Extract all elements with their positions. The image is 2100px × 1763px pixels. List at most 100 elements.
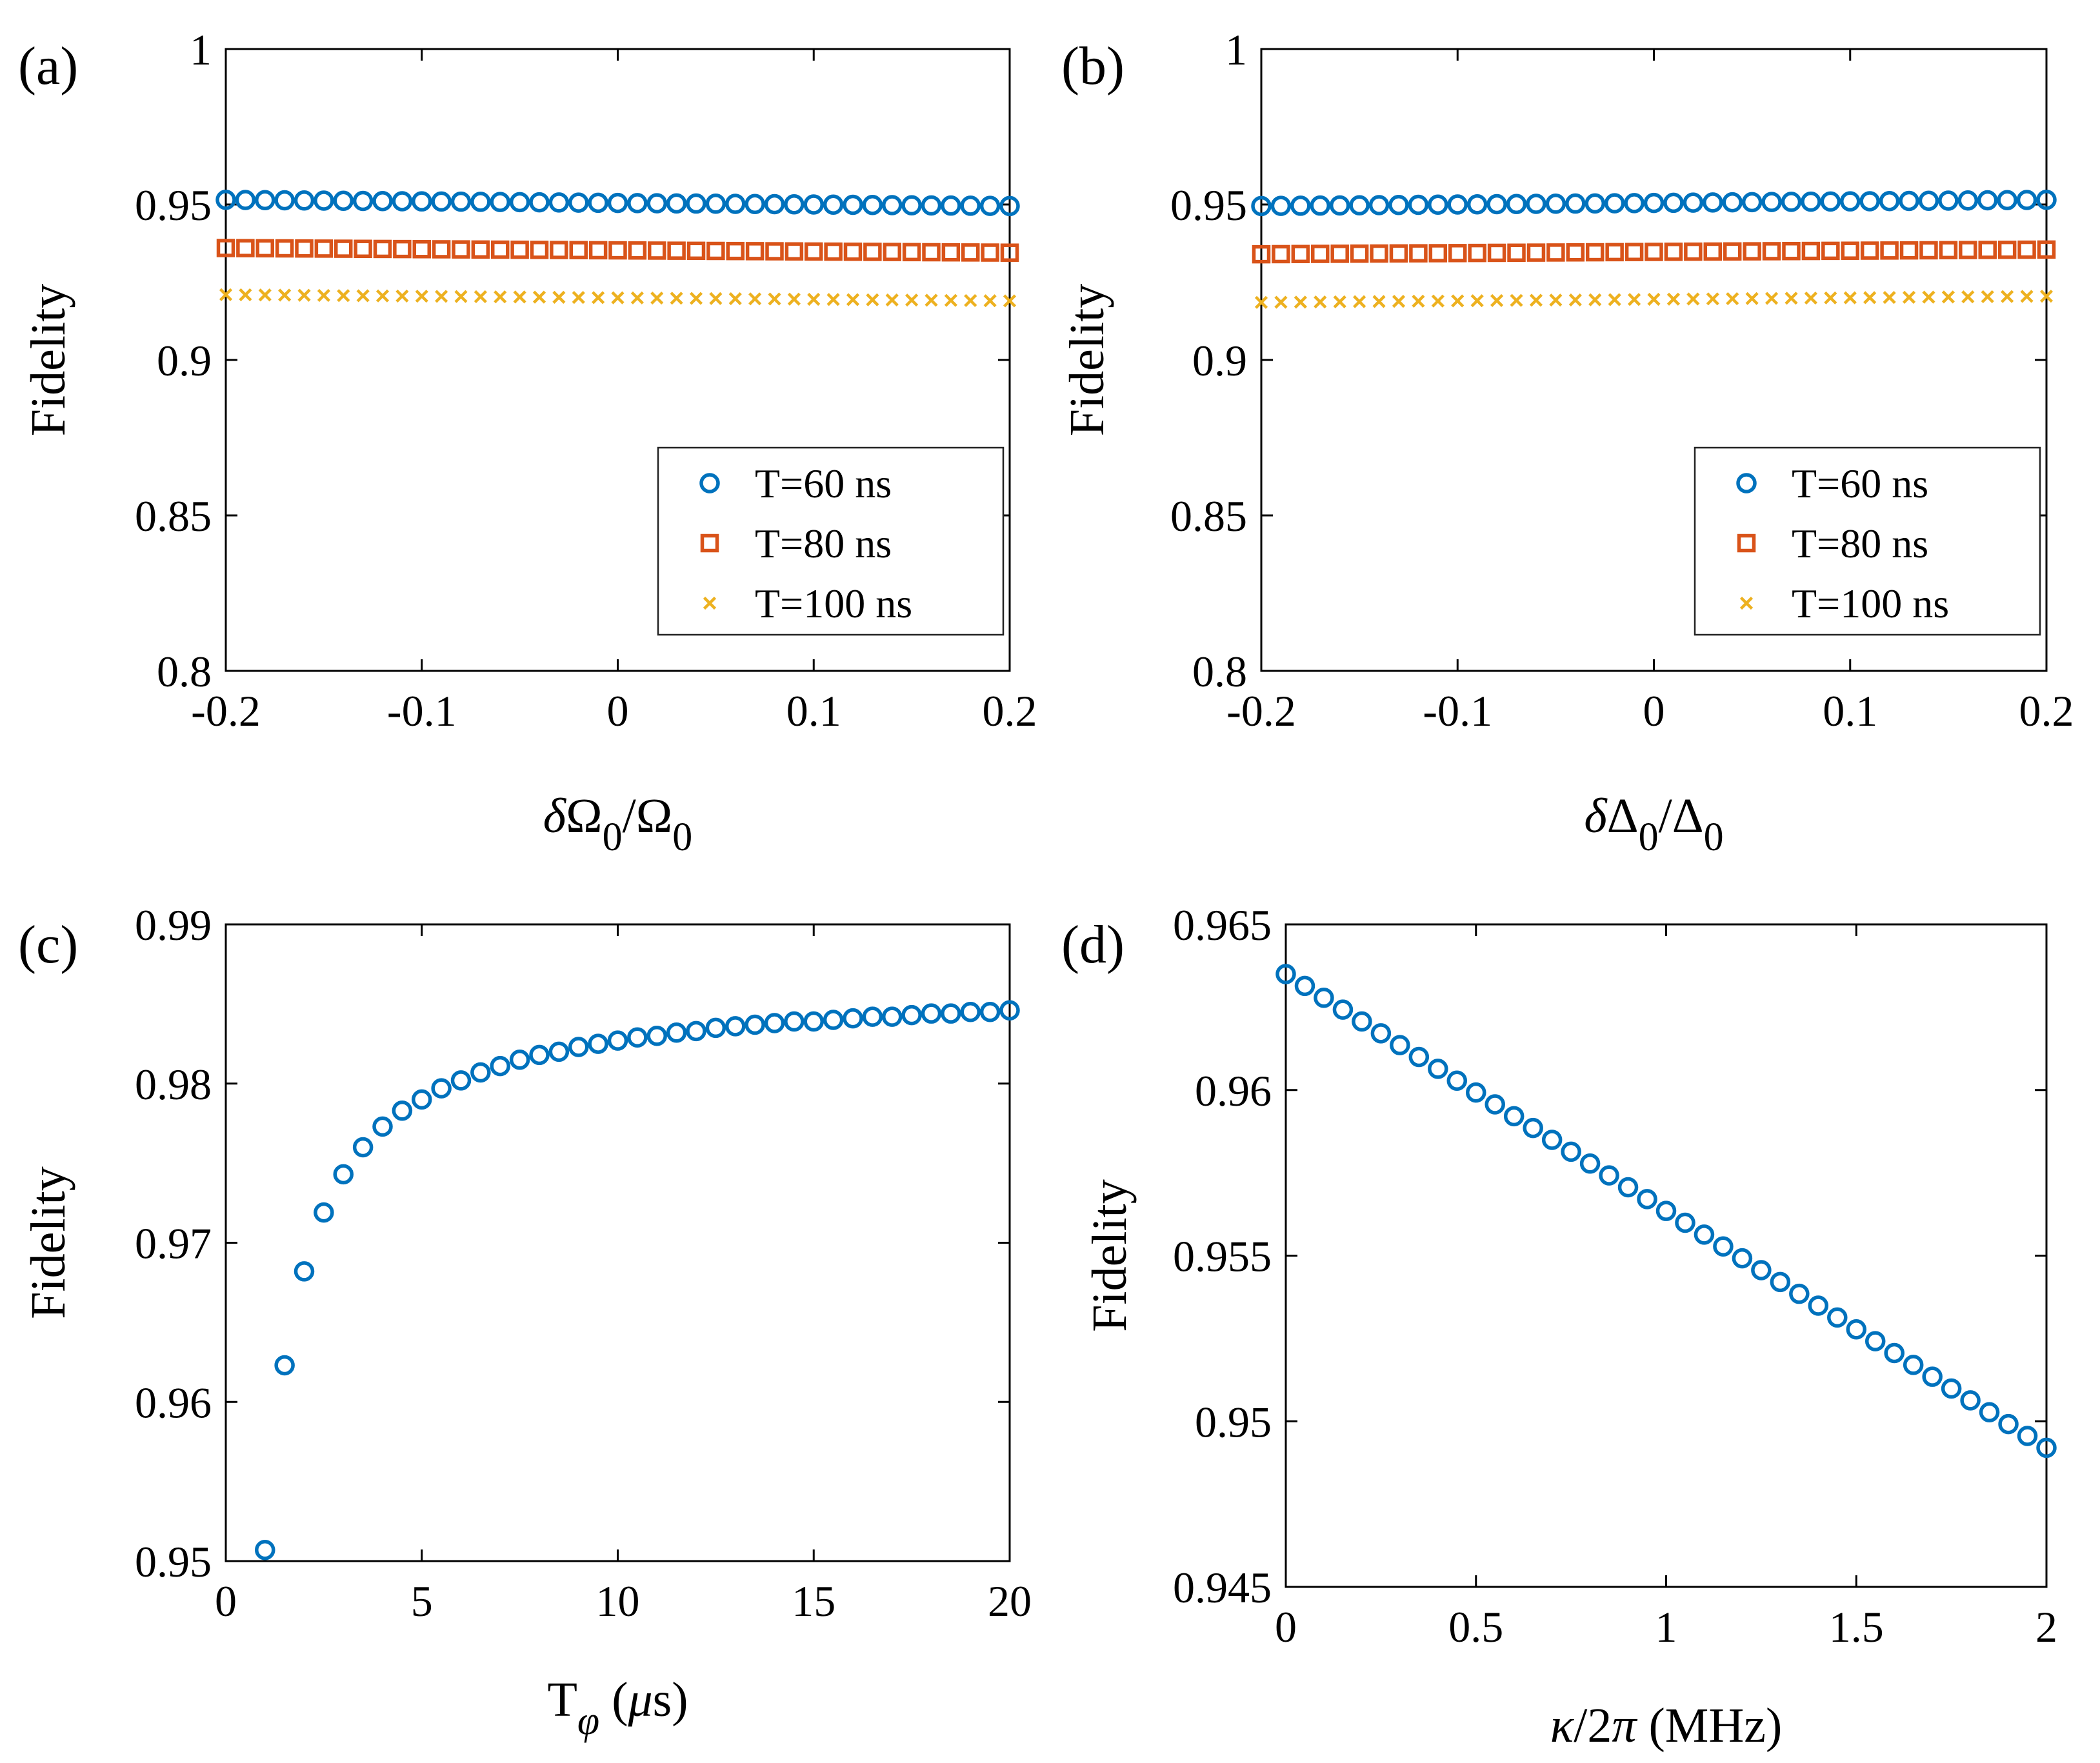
data-point (2017, 1426, 2038, 1446)
data-point (356, 289, 370, 303)
x-tick-label: 2 (2035, 1602, 2057, 1651)
x-tick-label: 0.2 (983, 686, 1037, 735)
data-point (1960, 1390, 1981, 1411)
data-point (999, 1000, 1020, 1021)
data-point (689, 292, 703, 305)
data-point (392, 1100, 413, 1121)
data-point (1821, 241, 1840, 261)
y-tick-label: 0.98 (135, 1060, 212, 1109)
data-point (824, 242, 843, 261)
data-point (1566, 243, 1585, 262)
y-tick-label: 0.96 (1195, 1066, 1272, 1115)
data-point (1549, 294, 1563, 307)
y-axis-label: Fidelity (1060, 284, 1114, 436)
data-point (787, 292, 801, 306)
data-point (650, 291, 664, 305)
data-point (412, 240, 431, 259)
data-point (1762, 242, 1781, 261)
data-point (435, 290, 448, 303)
data-point (1447, 194, 1468, 215)
data-point (1388, 194, 1409, 215)
panel-b: -0.2 -0.1 0 0.1 0.2 0.8 0.85 0.9 0.95 1 (b) Fidelit… (1060, 25, 2074, 859)
data-point (295, 239, 314, 258)
data-point (1604, 193, 1625, 214)
data-point (1939, 241, 1958, 260)
data-point (450, 1070, 472, 1091)
y-tick-label: 0.8 (1192, 647, 1247, 696)
data-point (2039, 290, 2054, 303)
data-point (314, 1202, 334, 1223)
data-point (1490, 294, 1504, 308)
data-point (1723, 242, 1742, 261)
data-point (490, 192, 510, 212)
data-point (725, 194, 746, 214)
data-point (588, 241, 608, 260)
x-tick-label: 10 (596, 1577, 640, 1626)
data-point (1503, 1106, 1525, 1127)
data-point (627, 1027, 648, 1048)
data-point (588, 1033, 608, 1054)
data-point (552, 290, 566, 304)
data-point (219, 288, 233, 301)
data-point (941, 243, 961, 262)
y-tick-label: 0.8 (157, 647, 212, 696)
data-point (509, 1049, 530, 1070)
data-point (1664, 243, 1683, 261)
data-point (866, 293, 879, 306)
data-point (2036, 1437, 2057, 1459)
data-point (784, 1011, 805, 1032)
data-point (470, 192, 491, 212)
data-point (1486, 194, 1507, 215)
data-point (901, 1004, 922, 1026)
data-point (1899, 241, 1919, 260)
data-point (1349, 195, 1370, 215)
data-point (1879, 190, 1900, 212)
data-point (1663, 192, 1684, 214)
data-point (666, 1022, 687, 1043)
data-point (921, 1003, 942, 1024)
legend: T=60 ns T=80 ns T=100 ns (1694, 446, 2041, 636)
data-point (1732, 1248, 1753, 1269)
data-point (1408, 194, 1429, 215)
data-point (1408, 1046, 1430, 1068)
data-point (843, 194, 863, 215)
y-tick-label: 0.955 (1173, 1232, 1272, 1281)
x-tick-label: -0.1 (1423, 686, 1492, 735)
data-point (513, 290, 526, 304)
y-tick-label: 0.95 (1170, 181, 1247, 230)
data-point (826, 293, 840, 306)
data-point (1627, 293, 1641, 306)
data-point (1431, 294, 1445, 308)
data-point (494, 290, 507, 304)
data-point (1000, 243, 1019, 262)
data-point (1311, 244, 1330, 263)
data-point (1605, 243, 1624, 262)
data-point (1329, 195, 1350, 216)
data-point (1827, 1307, 1848, 1328)
data-point (846, 293, 860, 306)
data-point (1863, 291, 1877, 304)
data-point (1392, 295, 1406, 308)
data-point (1585, 193, 1605, 214)
x-tick-label: 0 (1643, 686, 1665, 735)
data-point (862, 1006, 883, 1027)
series-t-60-ns (1251, 190, 2057, 217)
data-point (823, 1010, 844, 1030)
legend-marker (1737, 533, 1756, 553)
panel-label: (c) (18, 915, 78, 975)
data-point (294, 1261, 315, 1282)
legend-entry-label: T=80 ns (755, 521, 892, 566)
data-point (979, 195, 1001, 216)
y-tick-label: 0.965 (1173, 901, 1272, 950)
x-axis-label: δΔ0/Δ0 (1584, 789, 1723, 859)
y-tick-label: 0.9 (1192, 336, 1247, 385)
data-point (2036, 190, 2057, 210)
data-point (255, 1539, 275, 1560)
data-point (648, 241, 666, 260)
data-point (1466, 1082, 1486, 1103)
data-point (670, 292, 683, 305)
data-point (1961, 290, 1975, 304)
data-point (1290, 195, 1311, 216)
data-point (1565, 193, 1586, 214)
